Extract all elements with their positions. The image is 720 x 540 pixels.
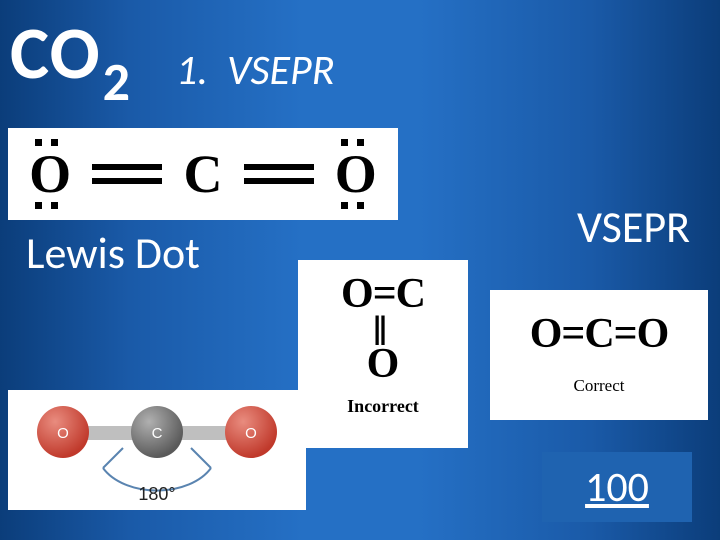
double-bond bbox=[244, 154, 314, 194]
lewis-right-oxygen: O bbox=[335, 143, 377, 205]
atom-label: O bbox=[29, 144, 71, 204]
score-button[interactable]: 100 bbox=[542, 452, 692, 522]
lewis-left-oxygen: O bbox=[29, 143, 71, 205]
correct-caption: Correct bbox=[490, 376, 708, 396]
lone-pair-dot bbox=[35, 202, 42, 209]
angle-line-left bbox=[103, 448, 123, 468]
topic-name: VSEPR bbox=[227, 45, 335, 96]
atom-label: O bbox=[335, 144, 377, 204]
lewis-dot-structure: O C O bbox=[8, 128, 398, 220]
correct-formula: O=C=O bbox=[490, 290, 708, 358]
formula-subscript: 2 bbox=[103, 49, 130, 115]
sphere-label-c: C bbox=[152, 425, 163, 442]
sphere-label-o-left: O bbox=[57, 425, 69, 442]
double-bond bbox=[92, 154, 162, 194]
lone-pair-dot bbox=[51, 202, 58, 209]
topic-heading: 1. VSEPR bbox=[176, 45, 334, 96]
lone-pair-dot bbox=[35, 139, 42, 146]
lone-pair-dot bbox=[357, 202, 364, 209]
incorrect-line2: O bbox=[298, 344, 468, 384]
lone-pair-dot bbox=[357, 139, 364, 146]
lone-pair-dot bbox=[341, 202, 348, 209]
lewis-center-carbon: C bbox=[183, 143, 222, 205]
ball-stick-svg: O C O 180° bbox=[8, 390, 306, 510]
incorrect-caption: Incorrect bbox=[298, 396, 468, 417]
lewis-dot-label: Lewis Dot bbox=[26, 226, 200, 280]
ball-and-stick-model: O C O 180° bbox=[8, 390, 306, 510]
sphere-label-o-right: O bbox=[245, 425, 257, 442]
formula-base: CO bbox=[10, 8, 101, 98]
lone-pair-dot bbox=[51, 139, 58, 146]
vsepr-label: VSEPR bbox=[577, 200, 690, 254]
topic-number: 1. bbox=[176, 45, 208, 96]
vsepr-correct-panel: O=C=O Correct bbox=[490, 290, 708, 420]
vsepr-incorrect-panel: O=C ǁ O Incorrect bbox=[298, 260, 468, 448]
score-value: 100 bbox=[585, 462, 649, 513]
slide-header: CO2 1. VSEPR bbox=[10, 8, 710, 98]
molecular-formula: CO2 bbox=[10, 8, 128, 98]
angle-label: 180° bbox=[138, 484, 175, 504]
lone-pair-dot bbox=[341, 139, 348, 146]
angle-line-right bbox=[191, 448, 211, 468]
